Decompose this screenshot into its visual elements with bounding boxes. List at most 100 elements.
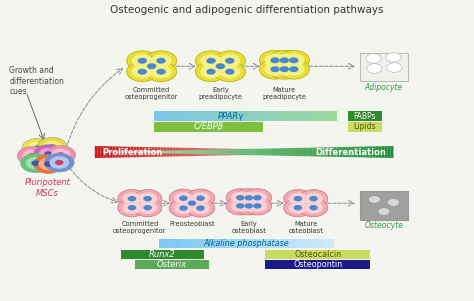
Bar — [154, 111, 156, 121]
Polygon shape — [325, 150, 328, 154]
Polygon shape — [265, 148, 268, 156]
Polygon shape — [310, 150, 313, 154]
Ellipse shape — [46, 146, 76, 165]
Bar — [232, 239, 234, 248]
Polygon shape — [205, 148, 208, 156]
Ellipse shape — [231, 192, 250, 204]
Polygon shape — [348, 147, 352, 157]
Polygon shape — [169, 147, 173, 157]
Ellipse shape — [27, 142, 47, 154]
Bar — [245, 239, 246, 248]
Bar — [290, 239, 292, 248]
Bar — [159, 239, 161, 248]
Bar — [289, 111, 291, 121]
Polygon shape — [316, 147, 319, 157]
Bar — [222, 239, 224, 248]
Ellipse shape — [309, 205, 318, 210]
Polygon shape — [148, 147, 152, 157]
Ellipse shape — [288, 202, 308, 214]
Polygon shape — [355, 151, 357, 153]
Polygon shape — [214, 148, 217, 156]
Ellipse shape — [386, 52, 401, 62]
Bar — [282, 239, 283, 248]
Polygon shape — [307, 150, 310, 154]
Ellipse shape — [22, 150, 42, 162]
Polygon shape — [148, 151, 152, 153]
Bar — [186, 111, 188, 121]
Text: Preosteoblast: Preosteoblast — [169, 221, 215, 227]
Ellipse shape — [182, 197, 201, 209]
Bar — [265, 250, 370, 259]
Bar — [273, 239, 274, 248]
Ellipse shape — [143, 205, 152, 210]
Bar — [176, 239, 178, 248]
Bar — [292, 239, 294, 248]
Polygon shape — [173, 150, 175, 154]
Bar — [237, 239, 239, 248]
Polygon shape — [310, 147, 313, 157]
Polygon shape — [157, 151, 161, 153]
Ellipse shape — [283, 54, 304, 67]
Polygon shape — [122, 151, 125, 153]
Polygon shape — [229, 149, 232, 155]
Ellipse shape — [239, 200, 258, 212]
Bar — [285, 239, 287, 248]
Polygon shape — [139, 151, 143, 153]
Bar — [294, 239, 296, 248]
Bar — [334, 111, 337, 121]
Bar — [323, 111, 325, 121]
Bar — [182, 111, 184, 121]
Polygon shape — [268, 150, 271, 154]
Bar — [191, 111, 193, 121]
Bar — [173, 111, 174, 121]
Bar — [299, 239, 301, 248]
Polygon shape — [128, 151, 131, 153]
Polygon shape — [164, 147, 166, 157]
Ellipse shape — [274, 63, 295, 76]
Bar — [329, 239, 331, 248]
Polygon shape — [364, 151, 366, 153]
Polygon shape — [95, 146, 98, 158]
Ellipse shape — [44, 161, 53, 167]
Polygon shape — [187, 148, 191, 156]
Bar — [254, 239, 255, 248]
Bar — [262, 239, 264, 248]
Polygon shape — [182, 148, 184, 156]
Polygon shape — [268, 148, 271, 156]
Ellipse shape — [225, 58, 235, 64]
Polygon shape — [155, 147, 157, 157]
Bar — [179, 111, 182, 121]
Bar — [187, 239, 189, 248]
Polygon shape — [143, 147, 146, 157]
Polygon shape — [202, 150, 205, 154]
Polygon shape — [241, 149, 244, 155]
Polygon shape — [155, 151, 157, 153]
Ellipse shape — [248, 192, 267, 204]
Bar — [277, 111, 280, 121]
Polygon shape — [271, 150, 274, 154]
Polygon shape — [334, 147, 337, 157]
Bar — [161, 111, 163, 121]
Ellipse shape — [21, 154, 51, 173]
Bar — [255, 239, 257, 248]
Ellipse shape — [239, 192, 258, 204]
Ellipse shape — [206, 58, 216, 64]
Text: Mature
preadipocyte: Mature preadipocyte — [263, 87, 306, 100]
Polygon shape — [191, 148, 193, 156]
Ellipse shape — [56, 152, 65, 158]
Ellipse shape — [128, 196, 136, 201]
Text: Alkaline phosphatase: Alkaline phosphatase — [204, 239, 289, 248]
Bar — [325, 239, 327, 248]
Polygon shape — [118, 151, 122, 153]
Polygon shape — [161, 150, 164, 154]
Bar — [252, 111, 255, 121]
Ellipse shape — [269, 59, 300, 79]
Text: Proliferation: Proliferation — [102, 147, 162, 157]
Ellipse shape — [178, 194, 206, 212]
Bar — [302, 111, 305, 121]
Polygon shape — [334, 151, 337, 153]
Ellipse shape — [151, 65, 172, 78]
Polygon shape — [178, 150, 182, 154]
Polygon shape — [152, 147, 155, 157]
Bar — [227, 111, 229, 121]
